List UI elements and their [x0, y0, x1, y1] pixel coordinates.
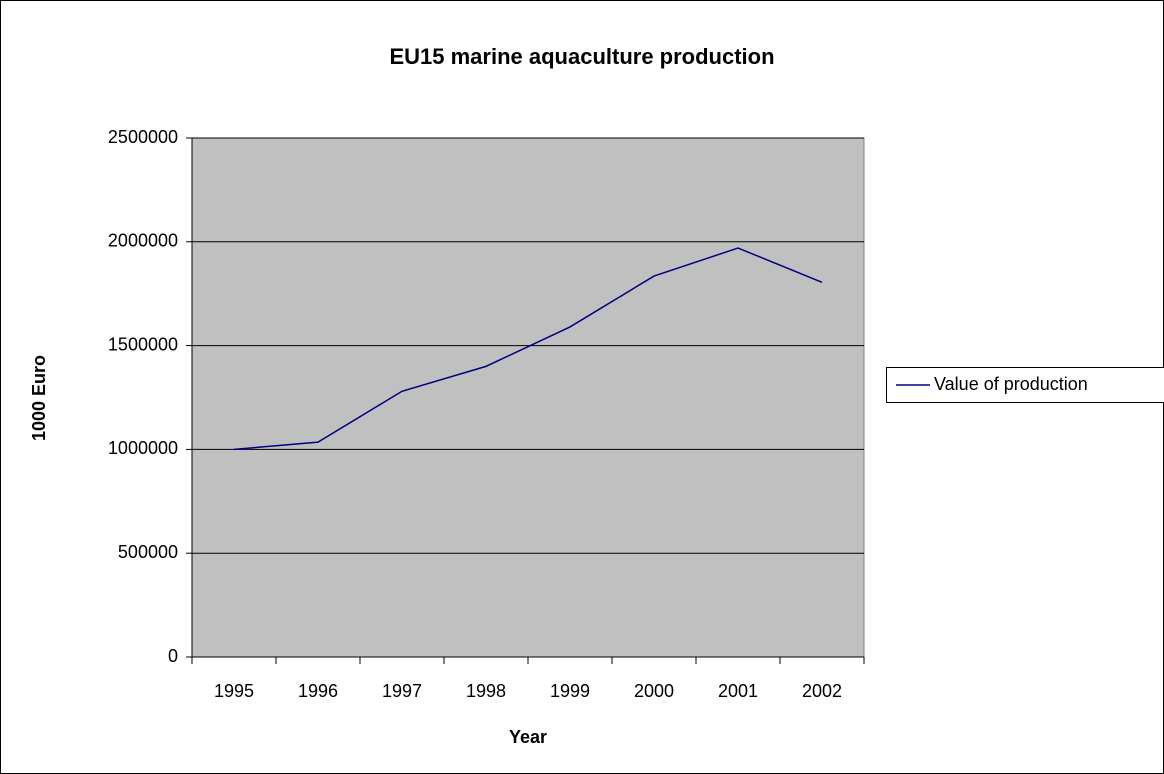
plot-area — [191, 137, 865, 658]
y-tick-label: 2500000 — [108, 127, 178, 147]
y-tick-label: 1000000 — [108, 438, 178, 458]
legend-box — [886, 367, 1164, 403]
y-tick-label: 500000 — [118, 542, 178, 562]
series-line — [233, 247, 823, 451]
x-tick-label: 1996 — [298, 681, 338, 701]
y-tick-label: 0 — [168, 646, 178, 666]
legend-label: Value of production — [934, 374, 1088, 394]
x-tick-label: 2002 — [802, 681, 842, 701]
x-tick-label: 1995 — [214, 681, 254, 701]
y-tick-label: 2000000 — [108, 231, 178, 251]
y-tick-label: 1500000 — [108, 334, 178, 354]
x-tick-label: 2000 — [634, 681, 674, 701]
y-axis-title: 1000 Euro — [29, 355, 49, 441]
x-tick-label: 1997 — [382, 681, 422, 701]
x-tick-label: 1998 — [466, 681, 506, 701]
x-axis-title: Year — [509, 727, 547, 747]
x-tick-label: 2001 — [718, 681, 758, 701]
x-tick-label: 1999 — [550, 681, 590, 701]
chart-title: EU15 marine aquaculture production — [389, 44, 774, 69]
